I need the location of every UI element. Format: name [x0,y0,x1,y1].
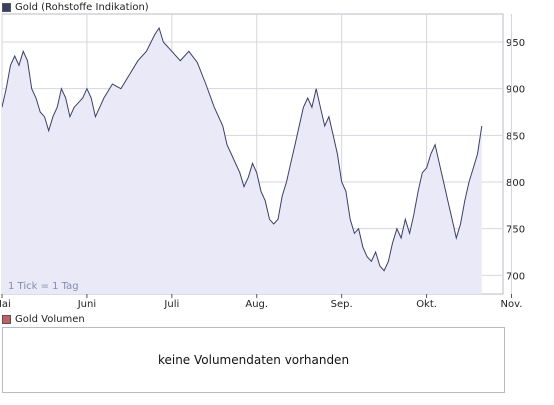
price-legend-label: Gold (Rohstoffe Indikation) [15,1,149,13]
volume-legend-label: Gold Volumen [15,313,85,325]
price-area [2,28,482,294]
volume-panel: keine Volumendaten vorhanden [2,327,505,393]
y-tick-label: 950 [506,38,525,49]
y-tick-label: 800 [506,178,525,189]
price-legend-swatch [2,2,11,12]
y-tick-label: 700 [506,271,525,282]
price-line [2,26,483,272]
x-tick-label: Sep. [331,299,353,310]
price-legend: Gold (Rohstoffe Indikation) [2,0,149,14]
plot-layer [2,26,483,294]
x-tick-label: Okt. [416,299,437,310]
y-tick-label: 900 [506,85,525,96]
x-tick-label: Aug. [245,299,268,310]
x-tick-label: Nov. [501,299,523,310]
volume-legend: Gold Volumen [2,312,85,326]
y-tick-label: 750 [506,225,525,236]
tick-note: 1 Tick = 1 Tag [8,281,79,292]
volume-legend-swatch [2,314,11,324]
y-tick-label: 850 [506,131,525,142]
x-tick-label: Juli [163,299,179,310]
x-tick-label: Mai [0,299,11,310]
price-chart: 700 750 800 850 900 950 Mai Juni Juli Aug. Sep. Okt… [0,13,525,310]
x-tick-label: Juni [77,299,96,310]
volume-empty-message: keine Volumendaten vorhanden [157,353,350,367]
